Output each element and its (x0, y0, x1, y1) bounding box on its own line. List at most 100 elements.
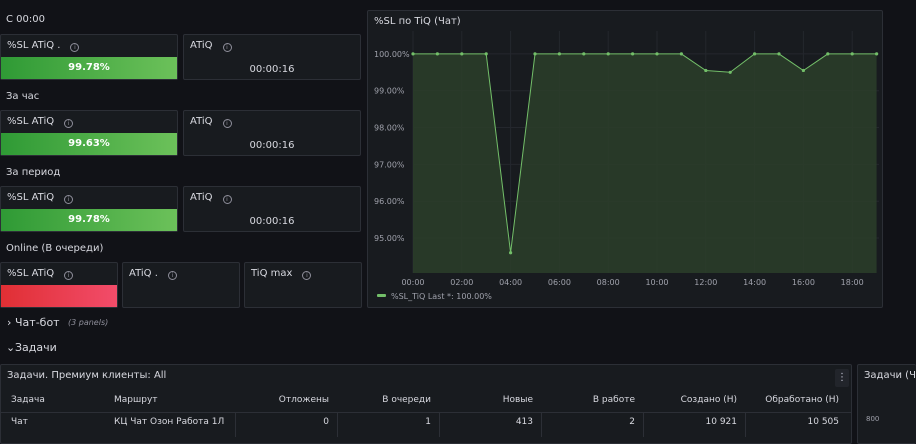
data-point (582, 52, 586, 56)
panel-menu-icon[interactable]: ⋮ (835, 369, 849, 387)
table-title: Задачи. Премиум клиенты: All (7, 370, 167, 381)
panel-title-text: TiQ max (251, 268, 293, 279)
data-point (655, 52, 659, 56)
table-cell: 0 (323, 417, 329, 427)
info-icon[interactable]: i (64, 271, 74, 280)
chart-title: %SL по TiQ (Чат) (374, 16, 461, 27)
column-header[interactable]: Маршрут (114, 395, 158, 405)
sl-value-bar: 99.63% (1, 133, 177, 155)
column-header[interactable]: Задача (11, 395, 45, 405)
column-header[interactable]: Создано (Н) (680, 395, 737, 405)
data-point (826, 52, 830, 56)
legend-swatch (377, 294, 386, 297)
x-tick-label: 02:00 (450, 278, 473, 287)
section-label-online: Online (В очереди) (6, 243, 104, 254)
column-header[interactable]: В работе (592, 395, 635, 405)
sl-chart-panel[interactable]: %SL по TiQ (Чат) 100.00% 99.00% 98.00% 97.0… (367, 10, 883, 308)
column-header[interactable]: Новые (502, 395, 533, 405)
atiq-value: 00:00:16 (249, 64, 295, 75)
cell-divider (541, 413, 542, 437)
row-title: Задачи (15, 341, 57, 354)
y-tick-label: 800 (866, 415, 880, 423)
y-tick-label: 98.00% (374, 124, 405, 133)
online-tiqmax-panel[interactable]: TiQ max i (244, 262, 362, 308)
chevron-right-icon: › (7, 316, 12, 329)
data-point (509, 251, 513, 255)
panel-title-text: %SL ATiQ . (7, 40, 61, 51)
legend-label: %SL_TiQ Last *: 100.00% (391, 292, 492, 301)
cell-divider (439, 413, 440, 437)
panel-title: %SL ATiQ i (7, 116, 74, 128)
panel-title: TiQ max i (251, 268, 312, 280)
panel-title: ATiQ i (190, 116, 232, 128)
x-tick-label: 08:00 (597, 278, 620, 287)
x-tick-label: 10:00 (645, 278, 668, 287)
row-tasks[interactable]: ⌄ Задачи (0, 336, 916, 360)
table-cell: 1 (425, 417, 431, 427)
info-icon[interactable]: i (222, 119, 232, 128)
y-tick-label: 99.00% (374, 87, 405, 96)
data-point (484, 52, 488, 56)
series-line (413, 53, 877, 253)
section-label-last-hour: За час (6, 91, 40, 102)
y-tick-label: 95.00% (374, 234, 405, 243)
data-point (875, 52, 879, 56)
series-area (413, 53, 877, 274)
column-header[interactable]: В очереди (382, 395, 431, 405)
table-cell: 413 (515, 417, 533, 427)
online-atiq-panel[interactable]: ATiQ . i (122, 262, 240, 308)
online-sl-panel[interactable]: %SL ATiQ i (0, 262, 118, 308)
x-tick-label: 04:00 (499, 278, 522, 287)
y-tick-label: 96.00% (374, 197, 405, 206)
x-tick-label: 18:00 (841, 278, 864, 287)
data-point (460, 52, 464, 56)
info-icon[interactable]: i (64, 195, 74, 204)
x-tick-label: 12:00 (694, 278, 717, 287)
sl-stat-panel[interactable]: %SL ATiQ . i 99.78% (0, 34, 178, 80)
info-icon[interactable]: i (70, 43, 80, 52)
panel-title: %SL ATiQ i (7, 192, 74, 204)
data-point (411, 52, 415, 56)
cell-divider (643, 413, 644, 437)
panel-title: ATiQ i (190, 192, 232, 204)
data-point (533, 52, 537, 56)
data-point (631, 52, 635, 56)
sl-value-bar: 99.78% (1, 209, 177, 231)
info-icon[interactable]: i (222, 195, 232, 204)
sl-stat-panel[interactable]: %SL ATiQ i 99.78% (0, 186, 178, 232)
section-label-period: За период (6, 167, 61, 178)
atiq-value: 00:00:16 (249, 140, 295, 151)
data-point (435, 52, 439, 56)
table-cell: 10 921 (705, 417, 738, 427)
x-tick-label: 06:00 (548, 278, 571, 287)
info-icon[interactable]: i (167, 271, 177, 280)
panel-title: %SL ATiQ . i (7, 40, 80, 52)
info-icon[interactable]: i (64, 119, 74, 128)
panel-title: ATiQ . i (129, 268, 177, 280)
y-tick-label: 100.00% (374, 50, 410, 59)
row-chatbot[interactable]: › Чат-бот (3 panels) (0, 311, 916, 335)
tasks-chart-panel[interactable]: Задачи (Чат 800 (857, 364, 916, 444)
info-icon[interactable]: i (222, 43, 232, 52)
data-point (704, 68, 708, 73)
panel-title-text: %SL ATiQ (7, 268, 55, 279)
panel-title: %SL ATiQ i (7, 268, 74, 280)
atiq-stat-panel[interactable]: ATiQ i 00:00:16 (183, 110, 361, 156)
atiq-stat-panel[interactable]: ATiQ i 00:00:16 (183, 34, 361, 80)
sl-line-chart: 100.00% 99.00% 98.00% 97.00% 96.00% 95.00% 00:… (374, 31, 879, 301)
column-header[interactable]: Обработано (Н) (765, 395, 839, 405)
panel-title-text: ATiQ . (129, 268, 158, 279)
info-icon[interactable]: i (302, 271, 312, 280)
panel-title-text: ATiQ (190, 40, 213, 51)
sl-stat-panel[interactable]: %SL ATiQ i 99.63% (0, 110, 178, 156)
x-tick-label: 14:00 (743, 278, 766, 287)
row-title: Чат-бот (15, 316, 60, 329)
data-point (606, 52, 610, 56)
sl-value-bar: 99.78% (1, 57, 177, 79)
x-tick-label: 16:00 (792, 278, 815, 287)
table-cell: 10 505 (807, 417, 840, 427)
tasks-table-panel[interactable]: Задачи. Премиум клиенты: All ⋮ Задача Ма… (0, 364, 852, 444)
panel-title-text: ATiQ (190, 192, 213, 203)
atiq-stat-panel[interactable]: ATiQ i 00:00:16 (183, 186, 361, 232)
column-header[interactable]: Отложены (278, 395, 329, 405)
